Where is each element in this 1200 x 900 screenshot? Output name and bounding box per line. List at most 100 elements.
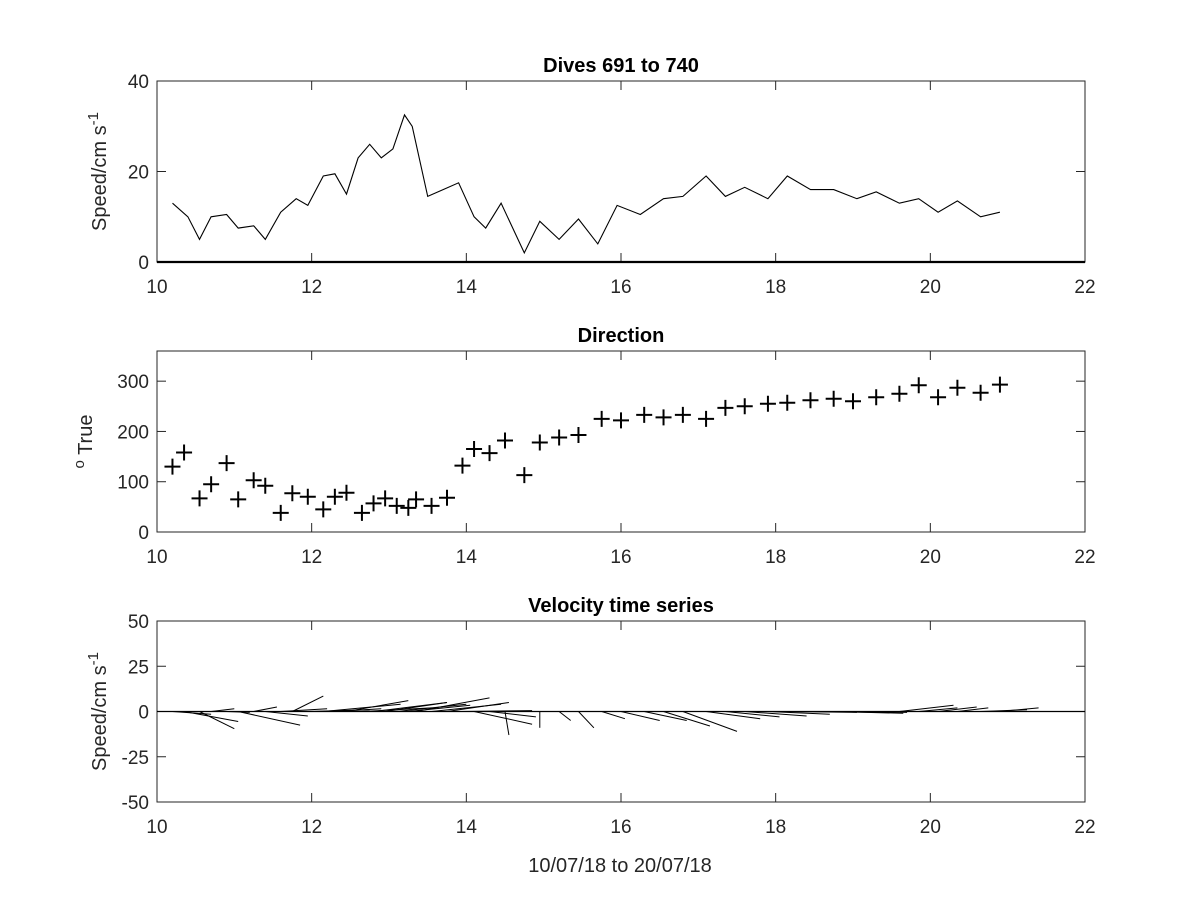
direction-marker <box>825 390 842 407</box>
y-axis-label-main: Speed/cm s <box>89 665 111 771</box>
velocity-stick <box>238 711 301 726</box>
velocity-stick <box>280 708 328 712</box>
velocity-stick <box>744 711 807 717</box>
y-axis-label-superscript: o <box>71 460 88 468</box>
direction-marker <box>377 490 394 507</box>
direction-marker <box>408 491 425 508</box>
velocity-stick <box>725 711 780 718</box>
velocity-stick <box>199 711 235 730</box>
y-axis-label: o True <box>71 415 98 469</box>
y-tick-label: 300 <box>117 372 149 393</box>
direction-marker <box>454 457 471 474</box>
direction-marker <box>338 484 355 501</box>
y-axis-label-main: True <box>75 415 97 461</box>
subplot-title: Dives 691 to 740 <box>543 55 699 77</box>
x-tick-label: 14 <box>456 277 478 298</box>
velocity-stick <box>706 711 761 720</box>
direction-subplot: 10 12 14 16 18 20 22 0 100 200 300 Direction o True <box>71 325 1096 568</box>
y-tick-label: 20 <box>128 163 149 184</box>
x-tick-label: 18 <box>765 817 786 838</box>
velocity-stick <box>184 711 239 722</box>
y-tick-label: -25 <box>122 748 149 769</box>
direction-marker <box>315 501 332 518</box>
direction-marker <box>497 432 513 449</box>
x-tick-label: 10 <box>146 277 167 298</box>
velocity-stick <box>408 704 471 712</box>
velocity-stick <box>682 711 738 732</box>
y-axis-label-superscript: -1 <box>85 652 102 665</box>
velocity-stick <box>473 711 533 725</box>
direction-marker <box>191 490 208 507</box>
figure-x-axis-label: 10/07/18 to 20/07/18 <box>528 855 712 877</box>
direction-marker <box>466 441 483 458</box>
direction-marker <box>257 477 274 494</box>
velocity-stick <box>446 702 509 712</box>
y-tick-label: 40 <box>128 72 149 93</box>
direction-marker <box>779 394 796 411</box>
velocity-stick <box>292 695 324 712</box>
x-tick-label: 22 <box>1074 277 1095 298</box>
velocity-stick <box>957 707 989 712</box>
direction-marker <box>176 444 193 461</box>
x-tick-label: 20 <box>920 277 941 298</box>
direction-marker <box>299 488 316 505</box>
y-tick-label: 200 <box>117 422 149 443</box>
direction-marker <box>759 395 776 412</box>
direction-marker <box>218 455 235 472</box>
direction-marker <box>636 406 653 423</box>
direction-marker <box>613 412 629 429</box>
x-tick-label: 16 <box>610 817 631 838</box>
x-tick-label: 10 <box>146 817 167 838</box>
y-axis-label-main: Speed/cm s <box>89 125 111 231</box>
direction-marker <box>245 472 262 489</box>
direction-marker <box>570 426 587 443</box>
velocity-stick <box>899 704 954 712</box>
direction-marker <box>891 385 908 402</box>
velocity-subplot: 10 12 14 16 18 20 22 50 25 0 -25 -50 Velocity time s… <box>85 595 1096 838</box>
axes-box <box>156 350 1086 533</box>
velocity-stick <box>663 711 711 727</box>
velocity-stick <box>918 707 958 712</box>
velocity-stick <box>489 711 536 718</box>
velocity-stick <box>999 707 1039 712</box>
velocity-stick <box>767 711 830 715</box>
velocity-stick <box>558 711 572 721</box>
velocity-stick <box>334 708 382 712</box>
x-tick-label: 12 <box>301 547 322 568</box>
y-axis-label: Speed/cm s-1 <box>85 652 112 771</box>
direction-marker <box>698 410 715 427</box>
direction-marker <box>284 485 301 502</box>
direction-marker <box>674 406 691 423</box>
x-tick-label: 18 <box>765 277 786 298</box>
direction-marker <box>655 409 672 426</box>
direction-marker <box>365 495 382 512</box>
x-tick-label: 12 <box>301 817 322 838</box>
speed-line <box>172 113 1001 255</box>
y-tick-label: 100 <box>117 473 149 494</box>
x-tick-label: 20 <box>920 547 941 568</box>
direction-marker <box>326 488 343 505</box>
velocity-stick <box>265 711 308 717</box>
subplot-title: Direction <box>578 325 665 347</box>
direction-marker <box>353 504 370 521</box>
velocity-stick <box>601 711 626 720</box>
direction-marker <box>868 389 885 406</box>
direction-marker <box>439 489 455 506</box>
subplot-title: Velocity time series <box>528 595 714 617</box>
velocity-stick <box>620 711 660 721</box>
direction-marker <box>593 410 610 427</box>
velocity-stick <box>462 710 533 712</box>
x-tick-label: 10 <box>146 547 167 568</box>
direction-marker <box>802 392 819 409</box>
direction-marker <box>400 499 417 516</box>
velocity-stick <box>504 711 510 736</box>
direction-marker <box>272 504 289 521</box>
direction-marker <box>949 379 966 396</box>
x-tick-label: 16 <box>610 277 631 298</box>
velocity-stick <box>211 708 235 712</box>
direction-marker <box>930 389 947 406</box>
direction-marker <box>388 497 405 514</box>
velocity-stick <box>644 711 687 721</box>
y-tick-label: 0 <box>138 523 149 544</box>
direction-marker <box>481 445 498 462</box>
